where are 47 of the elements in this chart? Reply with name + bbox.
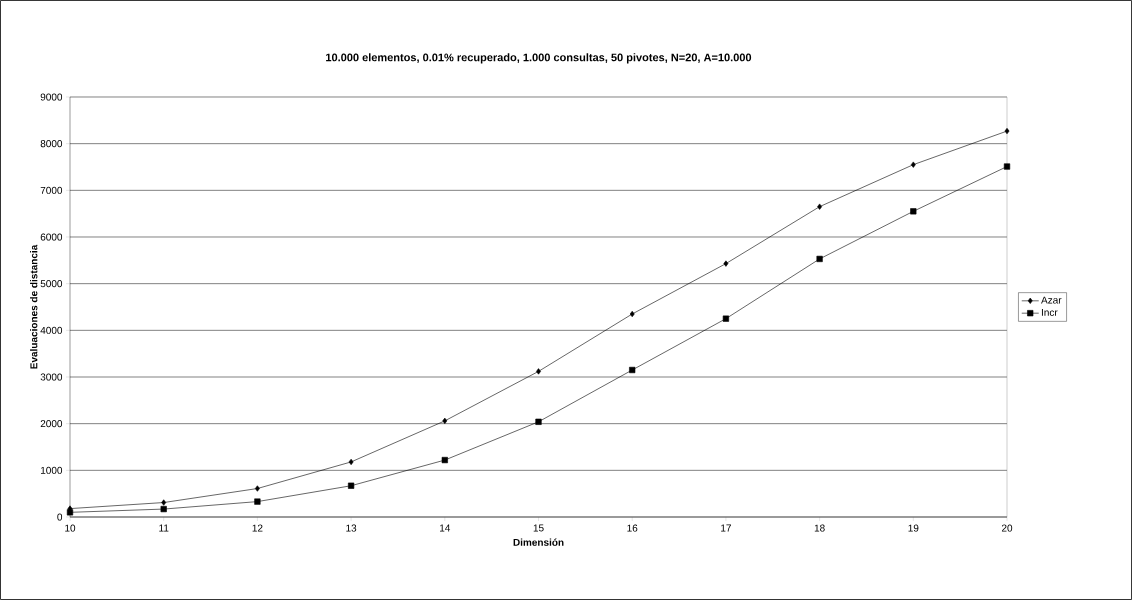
x-tick-label: 18 xyxy=(814,524,825,532)
point xyxy=(442,417,448,424)
x-tick-label: 10 xyxy=(65,524,76,532)
y-axis-title: Evaluaciones de distancia xyxy=(30,244,38,369)
point xyxy=(160,505,167,513)
x-tick-label: 14 xyxy=(440,524,451,532)
point xyxy=(348,482,355,489)
point xyxy=(910,208,917,215)
point xyxy=(441,456,448,464)
y-tick-label: 3000 xyxy=(40,373,63,381)
point xyxy=(629,366,636,374)
x-axis-title: Dimensión xyxy=(513,538,564,546)
point xyxy=(66,509,74,516)
y-tick-label: 9000 xyxy=(40,93,63,101)
legend-label: Azar xyxy=(1041,296,1062,304)
point xyxy=(723,260,729,267)
y-tick-label: 2000 xyxy=(40,420,63,428)
x-tick-label: 12 xyxy=(252,524,263,532)
x-tick-label: 15 xyxy=(533,524,544,532)
y-tick-label: 1000 xyxy=(41,466,63,474)
point xyxy=(816,255,823,263)
y-tick-label: 4000 xyxy=(40,326,63,334)
chart-title: 10.000 elementos, 0.01% recuperado, 1.000 consultas, 50 pivotes, N=20, A=10.000 xyxy=(326,53,752,64)
point xyxy=(1003,163,1011,170)
point xyxy=(722,315,729,322)
point xyxy=(535,418,542,425)
x-tick-label: 17 xyxy=(721,524,731,532)
x-tick-label: 16 xyxy=(627,524,638,532)
point xyxy=(536,368,541,375)
y-tick-label: 7000 xyxy=(40,186,63,194)
point xyxy=(1004,127,1010,135)
x-tick-label: 19 xyxy=(908,524,919,532)
x-tick-label: 13 xyxy=(346,524,357,532)
point xyxy=(348,458,354,466)
point xyxy=(910,161,916,168)
x-tick-label: 20 xyxy=(1001,524,1013,532)
y-tick-label: 6000 xyxy=(40,233,63,241)
point xyxy=(629,310,635,318)
point xyxy=(817,203,822,210)
x-tick-label: 11 xyxy=(159,524,169,532)
point xyxy=(255,485,260,492)
y-tick-label: 8000 xyxy=(40,140,63,148)
y-tick-label: 0 xyxy=(57,513,63,521)
point xyxy=(161,499,167,506)
y-tick-label: 5000 xyxy=(40,280,63,288)
legend-label: Incr xyxy=(1041,309,1058,316)
point xyxy=(254,498,261,505)
